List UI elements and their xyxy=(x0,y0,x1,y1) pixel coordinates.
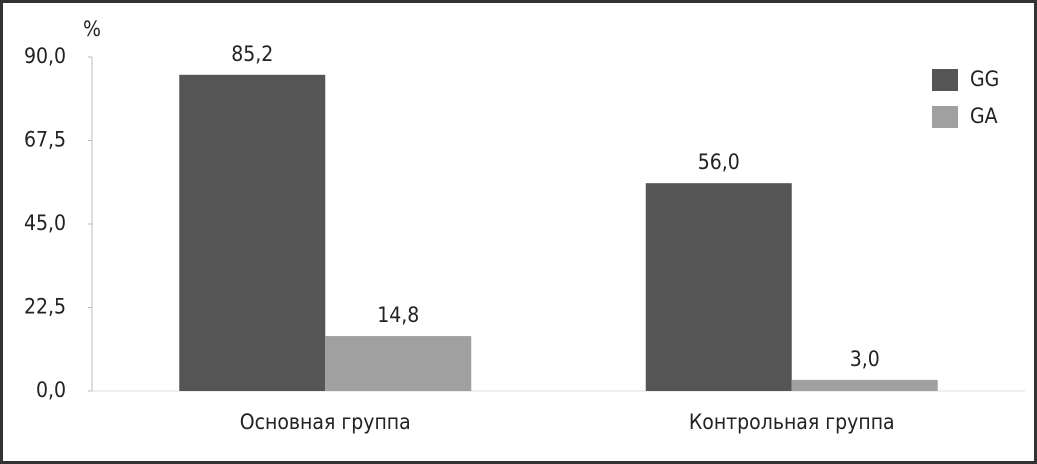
legend-label: GA xyxy=(970,104,998,128)
legend-label: GG xyxy=(970,67,999,91)
y-tick-label: 67,5 xyxy=(24,128,66,152)
x-tick-label: Основная группа xyxy=(240,410,411,434)
bar xyxy=(179,74,326,392)
y-tick-label: 22,5 xyxy=(24,295,66,319)
bar xyxy=(325,336,472,391)
value-label: 14,8 xyxy=(377,303,419,327)
bar xyxy=(791,379,938,391)
x-tick-label: Контрольная группа xyxy=(689,410,895,434)
y-tick-label: 45,0 xyxy=(24,211,66,235)
bar xyxy=(645,183,792,391)
y-tick-label: 90,0 xyxy=(24,44,66,68)
legend-swatch xyxy=(932,69,958,91)
value-label: 3,0 xyxy=(850,347,880,371)
value-label: 85,2 xyxy=(231,42,273,66)
legend-swatch xyxy=(932,106,958,128)
y-unit: % xyxy=(83,17,101,41)
y-tick-label: 0,0 xyxy=(36,378,66,402)
value-label: 56,0 xyxy=(698,150,740,174)
